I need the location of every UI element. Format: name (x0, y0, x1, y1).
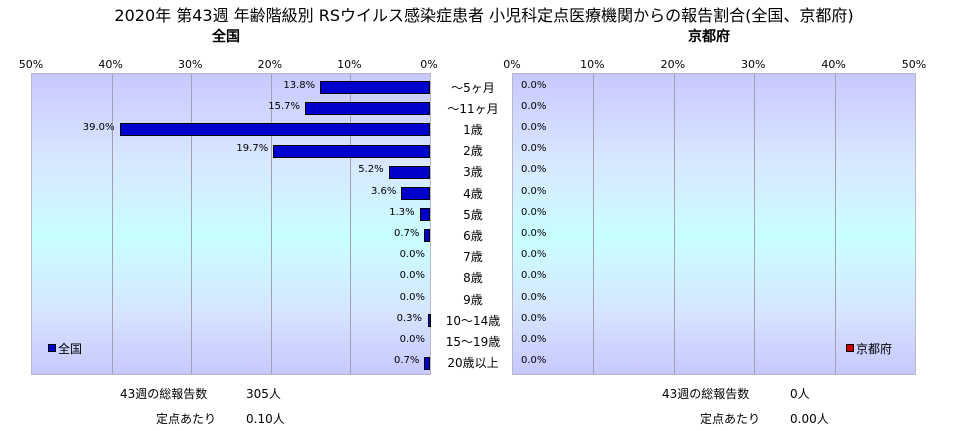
legend-swatch-national (48, 344, 56, 352)
category-label: 3歳 (463, 165, 483, 180)
bar-national (320, 81, 430, 94)
value-label-kyoto: 0.0% (521, 227, 547, 239)
panel-title-kyoto: 京都府 (688, 29, 730, 45)
kyoto-total-label: 43週の総報告数 (662, 387, 750, 401)
national-per-value: 0.10人 (246, 412, 285, 426)
plot-area-kyoto (512, 73, 916, 375)
category-label: 6歳 (463, 228, 483, 243)
value-label-kyoto: 0.0% (521, 164, 547, 176)
category-label: ～5ヶ月 (451, 80, 495, 95)
panel-title-national: 全国 (212, 29, 240, 45)
bar-national (273, 144, 430, 158)
x-tick-label: 20% (660, 58, 686, 71)
x-tick-label: 50% (18, 58, 44, 71)
bar-national (427, 314, 431, 328)
gridline (673, 74, 675, 374)
bar-national (119, 123, 430, 137)
value-label-kyoto: 0.0% (521, 249, 547, 261)
value-label-national: 0.7% (394, 355, 420, 367)
kyoto-per-label: 定点あたり (700, 412, 761, 426)
gridline (834, 74, 836, 374)
legend-label-kyoto: 京都府 (856, 342, 893, 356)
gridline (593, 74, 595, 374)
gridline (270, 74, 272, 374)
x-tick-label: 40% (98, 58, 123, 71)
value-label-national: 13.8% (283, 79, 316, 91)
bar-national (419, 208, 430, 222)
bar-national (388, 165, 430, 179)
category-label: 10～14歳 (445, 313, 501, 328)
value-label-national: 0.3% (396, 312, 422, 324)
value-label-kyoto: 0.0% (521, 100, 547, 112)
category-label: 20歳以上 (447, 356, 499, 371)
value-label-national: 19.7% (236, 143, 269, 155)
x-tick-label: 0% (420, 58, 438, 71)
value-label-national: 3.6% (370, 185, 397, 197)
value-label-kyoto: 0.0% (521, 206, 547, 218)
bar-national (424, 356, 430, 370)
category-label: 15～19歳 (445, 334, 501, 349)
value-label-kyoto: 0.0% (521, 291, 547, 303)
category-label: 8歳 (463, 271, 483, 286)
value-label-national: 0.0% (399, 333, 425, 345)
gridline (754, 74, 756, 374)
bar-national (305, 102, 430, 116)
x-tick-label: 10% (337, 58, 362, 71)
kyoto-per-value: 0.00人 (790, 412, 829, 426)
value-label-kyoto: 0.0% (521, 79, 547, 91)
category-label: 9歳 (463, 292, 483, 307)
x-tick-label: 10% (580, 58, 605, 71)
national-total-label: 43週の総報告数 (120, 387, 208, 401)
legend-label-national: 全国 (58, 342, 83, 356)
legend-kyoto: 京都府 (846, 340, 892, 357)
value-label-national: 0.0% (399, 291, 425, 303)
category-label: 1歳 (463, 122, 483, 137)
value-label-national: 0.0% (399, 249, 425, 261)
legend-swatch-kyoto (846, 344, 854, 352)
gridline (111, 74, 113, 374)
value-label-national: 1.3% (389, 206, 415, 218)
x-tick-label: 30% (740, 58, 766, 71)
category-label: 4歳 (463, 186, 483, 201)
chart-title: 2020年 第43週 年齢階級別 RSウイルス感染症患者 小児科定点医療機関から… (114, 6, 854, 25)
legend-national: 全国 (48, 340, 82, 357)
x-tick-label: 0% (503, 58, 521, 71)
gridline (191, 74, 193, 374)
x-tick-label: 40% (821, 58, 846, 71)
value-label-kyoto: 0.0% (521, 185, 547, 197)
national-per-label: 定点あたり (156, 412, 217, 426)
category-label: ～11ヶ月 (447, 101, 499, 116)
value-label-national: 0.7% (394, 227, 420, 239)
value-label-national: 39.0% (82, 121, 115, 133)
category-label: 2歳 (463, 144, 483, 159)
gridline (350, 74, 352, 374)
bar-national (424, 229, 430, 243)
value-label-national: 5.2% (358, 164, 384, 176)
value-label-kyoto: 0.0% (521, 270, 547, 282)
plot-area-national (31, 73, 431, 375)
national-total-value: 305人 (246, 387, 281, 401)
value-label-national: 15.7% (268, 100, 301, 112)
x-tick-label: 50% (901, 58, 927, 71)
kyoto-total-value: 0人 (790, 387, 810, 401)
category-label: 7歳 (463, 250, 483, 265)
value-label-kyoto: 0.0% (521, 143, 547, 155)
x-tick-label: 20% (257, 58, 283, 71)
bar-national (401, 187, 430, 200)
category-label: 5歳 (463, 207, 483, 222)
x-tick-label: 30% (177, 58, 203, 71)
value-label-kyoto: 0.0% (521, 121, 547, 133)
value-label-national: 0.0% (399, 270, 425, 282)
value-label-kyoto: 0.0% (521, 355, 547, 367)
value-label-kyoto: 0.0% (521, 333, 547, 345)
value-label-kyoto: 0.0% (521, 312, 547, 324)
